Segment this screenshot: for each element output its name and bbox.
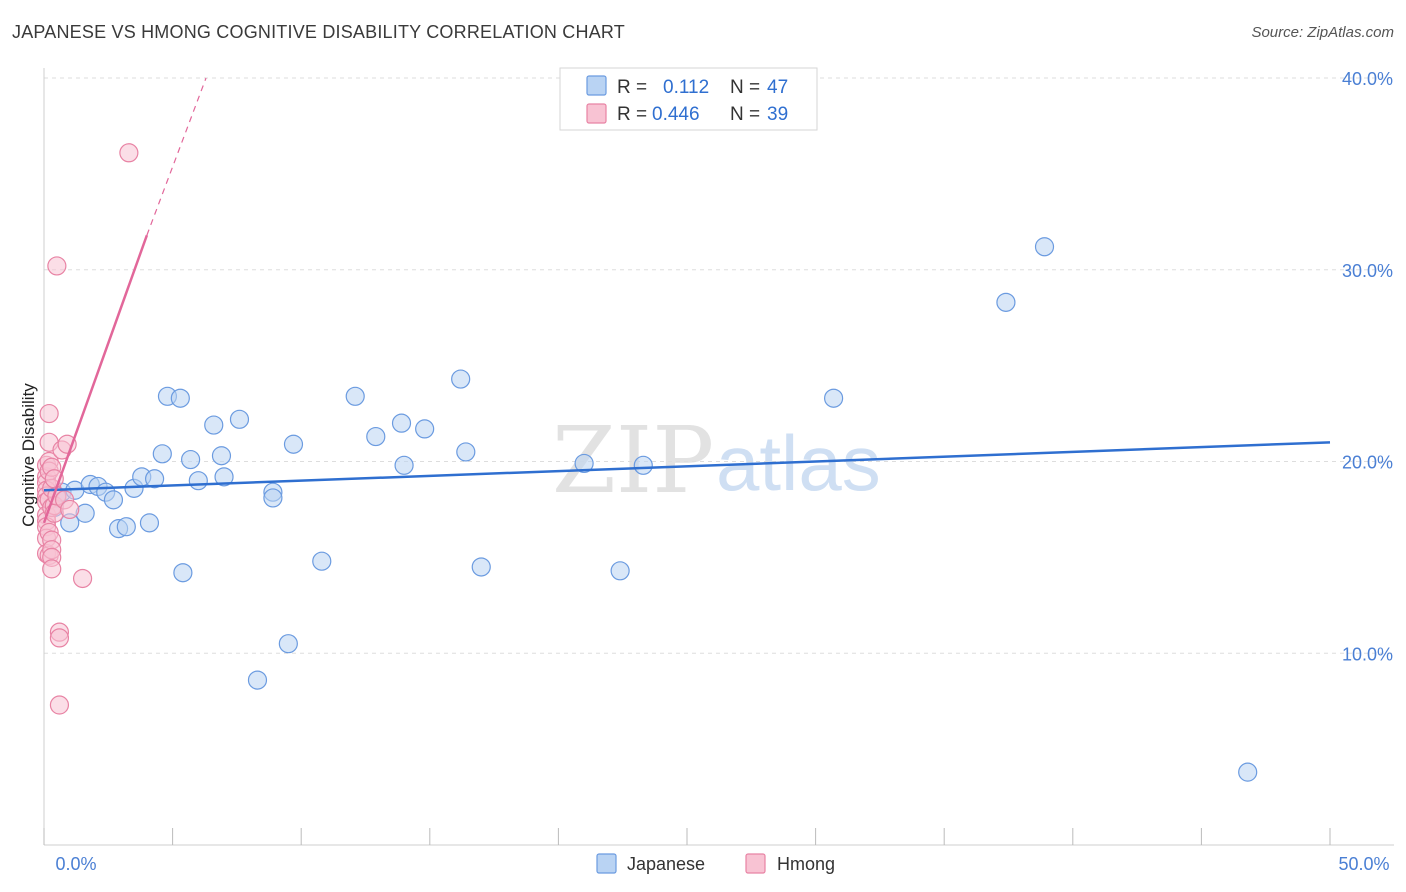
correlation-legend: R = 0.112 N = 47 R = 0.446 N = 39 [559, 67, 818, 131]
legend-n-label-japanese: N = [730, 77, 760, 98]
japanese-point [824, 388, 844, 408]
series-legend-swatch-hmong [745, 853, 766, 874]
series-legend-label-hmong: Hmong [777, 854, 835, 874]
japanese-point [139, 513, 160, 533]
hmong-trend-extension [146, 77, 207, 236]
japanese-point [247, 670, 268, 690]
japanese-point [173, 563, 193, 583]
hmong-point [119, 143, 139, 163]
japanese-point [214, 467, 234, 487]
legend-n-value-hmong: 39 [767, 104, 788, 125]
hmong-point [39, 403, 59, 424]
japanese-point [170, 388, 190, 408]
legend-r-value-hmong: 0.446 [652, 104, 700, 125]
japanese-point [1238, 762, 1258, 782]
y-tick-labels: 10.0% 20.0% 30.0% 40.0% [1342, 69, 1393, 664]
legend-r-label-japanese: R = [617, 77, 647, 98]
japanese-point [152, 444, 172, 464]
japanese-point [204, 415, 224, 435]
japanese-point [103, 490, 124, 510]
y-tick-label: 30.0% [1342, 261, 1393, 281]
x-tick-label-max: 50.0% [1338, 854, 1389, 874]
japanese-point [366, 426, 386, 447]
japanese-point [391, 413, 412, 433]
hmong-point [60, 499, 80, 520]
hmong-trend-line [42, 234, 149, 524]
japanese-point [633, 455, 653, 475]
japanese-point [345, 386, 365, 406]
series-legend-label-japanese: Japanese [627, 854, 705, 874]
x-tick-label-min: 0.0% [55, 854, 96, 874]
legend-r-value-japanese: 0.112 [663, 77, 709, 98]
source-label: Source: ZipAtlas.com [1251, 24, 1394, 41]
y-tick-label: 10.0% [1342, 644, 1393, 664]
trend-lines [42, 77, 1331, 524]
legend-n-value-japanese: 47 [767, 77, 788, 98]
japanese-point [394, 455, 414, 475]
legend-r-label-hmong: R = [617, 104, 647, 125]
japanese-point [263, 488, 283, 508]
japanese-point [211, 446, 232, 466]
hmong-point [47, 256, 67, 276]
japanese-point [188, 471, 208, 491]
gridlines [44, 77, 1394, 654]
y-tick-label: 40.0% [1342, 69, 1393, 89]
y-tick-label: 20.0% [1342, 453, 1393, 473]
chart-title: JAPANESE VS HMONG COGNITIVE DISABILITY C… [12, 22, 625, 42]
japanese-point [1034, 237, 1055, 257]
japanese-point [471, 557, 491, 577]
japanese-trend-line [43, 441, 1331, 492]
japanese-point [181, 449, 201, 470]
japanese-point [451, 369, 471, 389]
hmong-point [42, 559, 62, 579]
x-axis-ticks [43, 828, 1331, 845]
japanese-points [44, 237, 1258, 782]
japanese-point [229, 409, 250, 429]
hmong-point [72, 568, 93, 589]
hmong-point [49, 695, 70, 715]
hmong-points [36, 143, 139, 715]
japanese-point [610, 561, 630, 581]
y-axis-title: Cognitive Disability [19, 383, 38, 527]
japanese-point [116, 517, 136, 537]
legend-swatch-hmong [586, 103, 607, 124]
series-legend: Japanese Hmong [596, 853, 835, 874]
japanese-point [283, 434, 304, 454]
japanese-point [415, 419, 435, 439]
hmong-point [49, 628, 70, 648]
japanese-point [996, 292, 1016, 312]
japanese-point [574, 453, 594, 474]
japanese-point [456, 442, 476, 462]
legend-n-label-hmong: N = [730, 104, 760, 125]
legend-swatch-japanese [586, 75, 607, 96]
series-legend-swatch-japanese [596, 853, 617, 874]
japanese-point [144, 469, 165, 489]
japanese-point [278, 634, 298, 654]
japanese-point [312, 551, 332, 571]
